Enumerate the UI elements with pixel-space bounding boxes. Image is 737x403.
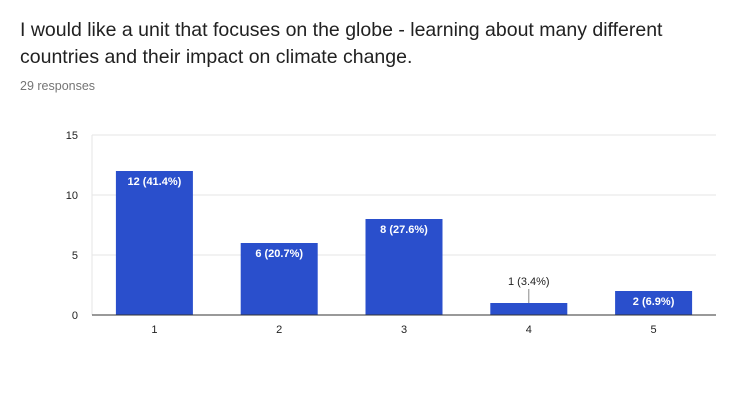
- data-label: 6 (20.7%): [255, 248, 303, 260]
- bar-5: [615, 291, 693, 315]
- y-tick-label: 15: [66, 130, 78, 142]
- data-labels: 12 (41.4%) 6 (20.7%) 8 (27.6%) 1 (3.4%) 2 (6…: [127, 176, 674, 308]
- x-tick-label: 4: [526, 324, 532, 336]
- x-tick-label: 2: [276, 324, 282, 336]
- bar-3: [365, 219, 443, 315]
- bar-2: [240, 243, 318, 315]
- y-tick-label: 0: [72, 310, 78, 322]
- x-tick-label: 3: [401, 324, 407, 336]
- y-tick-label: 10: [66, 190, 78, 202]
- bar-4: [490, 303, 568, 315]
- question-title: I would like a unit that focuses on the …: [20, 19, 663, 68]
- bars: [115, 171, 693, 315]
- x-axis-ticks: 1 2 3 4 5: [92, 314, 716, 336]
- y-axis-ticks: 0 5 10 15: [66, 130, 78, 322]
- x-tick-label: 5: [651, 324, 657, 336]
- y-tick-label: 5: [72, 250, 78, 262]
- data-label: 1 (3.4%): [508, 276, 550, 288]
- x-tick-label: 1: [151, 324, 157, 336]
- data-label: 8 (27.6%): [380, 224, 428, 236]
- bar-1: [115, 171, 193, 315]
- data-label: 2 (6.9%): [633, 296, 675, 308]
- response-count: 29 responses: [20, 79, 96, 93]
- data-label: 12 (41.4%): [127, 176, 181, 188]
